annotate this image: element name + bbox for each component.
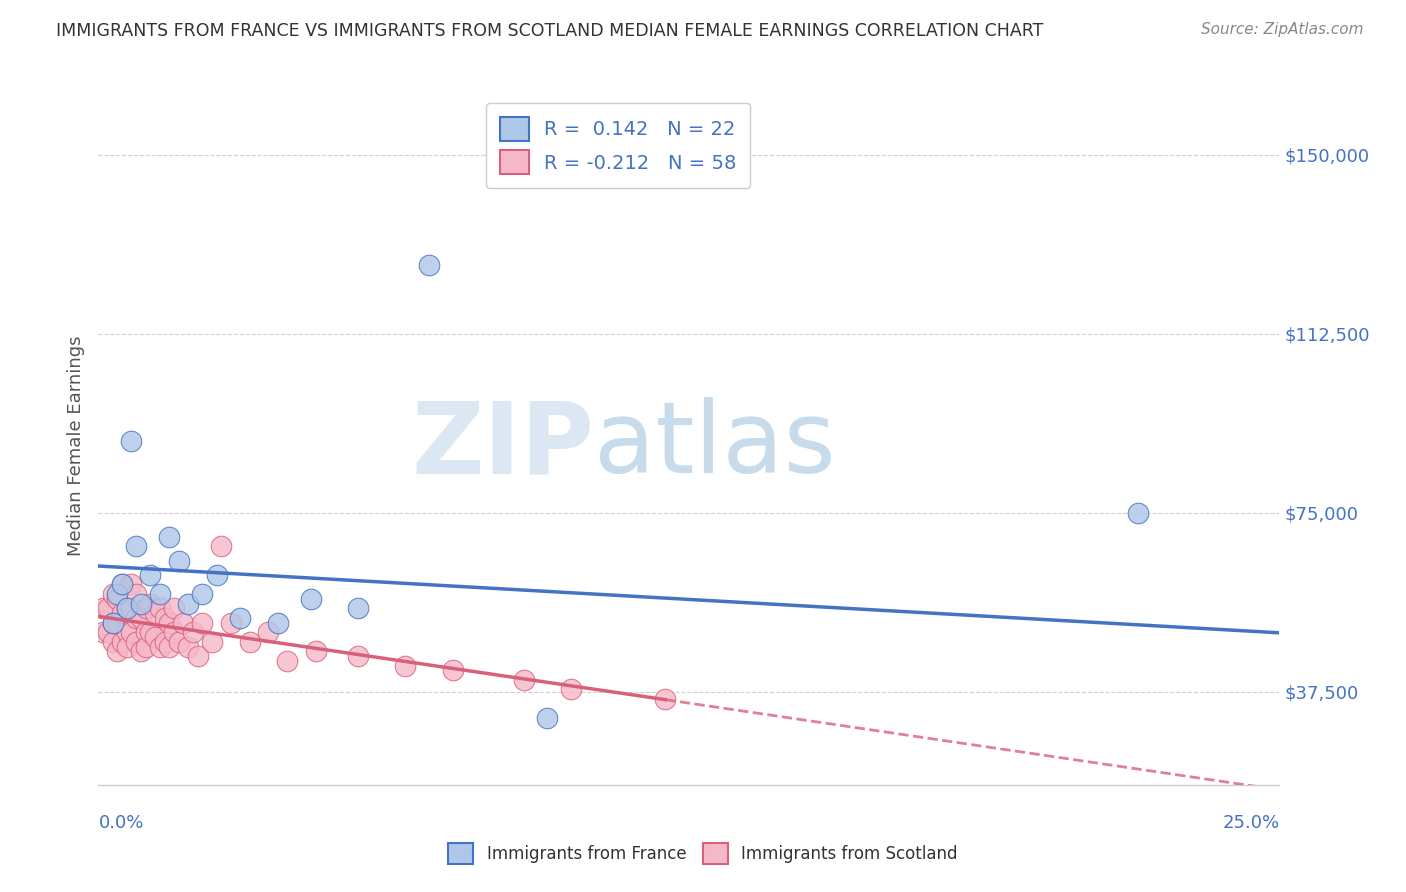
Point [191, 587, 214, 601]
Point [191, 615, 214, 630]
Point [125, 634, 148, 648]
Legend: R =  0.142   N = 22, R = -0.212   N = 58: R = 0.142 N = 22, R = -0.212 N = 58 [486, 103, 751, 187]
Point [267, 615, 290, 630]
Point [111, 577, 134, 591]
Point [125, 539, 148, 553]
Point [257, 625, 280, 640]
Point [560, 682, 582, 697]
Text: Source: ZipAtlas.com: Source: ZipAtlas.com [1201, 22, 1364, 37]
Point [111, 577, 134, 591]
Point [201, 634, 224, 648]
Point [129, 611, 152, 625]
Point [121, 625, 143, 640]
Point [187, 648, 209, 663]
Point [135, 601, 157, 615]
Point [149, 601, 172, 615]
Point [105, 644, 128, 658]
Point [101, 634, 124, 648]
Point [441, 664, 464, 678]
Point [139, 597, 162, 611]
Point [229, 611, 252, 625]
Point [121, 434, 143, 449]
Point [347, 601, 370, 615]
Point [139, 625, 162, 640]
Text: IMMIGRANTS FROM FRANCE VS IMMIGRANTS FROM SCOTLAND MEDIAN FEMALE EARNINGS CORREL: IMMIGRANTS FROM FRANCE VS IMMIGRANTS FRO… [56, 22, 1043, 40]
Point [115, 601, 138, 615]
Text: atlas: atlas [595, 398, 837, 494]
Point [97, 625, 120, 640]
Point [394, 658, 416, 673]
Point [1126, 506, 1149, 520]
Point [105, 615, 128, 630]
Point [157, 530, 180, 544]
Point [115, 601, 138, 615]
Point [157, 615, 180, 630]
Point [167, 634, 190, 648]
Y-axis label: Median Female Earnings: Median Female Earnings [66, 335, 84, 557]
Point [654, 692, 676, 706]
Point [105, 587, 128, 601]
Point [181, 625, 204, 640]
Point [205, 568, 228, 582]
Point [129, 597, 152, 611]
Point [157, 640, 180, 654]
Point [105, 591, 128, 606]
Point [121, 577, 143, 591]
Point [101, 587, 124, 601]
Point [149, 587, 172, 601]
Point [512, 673, 534, 687]
Point [153, 611, 176, 625]
Point [125, 587, 148, 601]
Point [149, 640, 172, 654]
Point [299, 591, 322, 606]
Point [177, 640, 200, 654]
Point [121, 601, 143, 615]
Point [91, 601, 114, 615]
Point [129, 644, 152, 658]
Point [172, 615, 194, 630]
Point [347, 648, 370, 663]
Legend: Immigrants from France, Immigrants from Scotland: Immigrants from France, Immigrants from … [441, 837, 965, 871]
Point [101, 615, 124, 630]
Point [163, 601, 186, 615]
Point [153, 634, 176, 648]
Text: 0.0%: 0.0% [98, 814, 143, 831]
Point [135, 640, 157, 654]
Point [167, 553, 190, 567]
Point [125, 611, 148, 625]
Text: ZIP: ZIP [412, 398, 595, 494]
Point [418, 258, 440, 272]
Point [111, 634, 134, 648]
Point [209, 539, 232, 553]
Point [536, 711, 558, 725]
Point [163, 625, 186, 640]
Point [143, 630, 166, 644]
Point [143, 606, 166, 620]
Point [135, 625, 157, 640]
Point [139, 568, 162, 582]
Point [305, 644, 328, 658]
Point [101, 615, 124, 630]
Point [239, 634, 262, 648]
Point [111, 606, 134, 620]
Point [97, 601, 120, 615]
Point [91, 625, 114, 640]
Point [115, 625, 138, 640]
Text: 25.0%: 25.0% [1222, 814, 1279, 831]
Point [177, 597, 200, 611]
Point [219, 615, 242, 630]
Point [276, 654, 298, 668]
Point [115, 640, 138, 654]
